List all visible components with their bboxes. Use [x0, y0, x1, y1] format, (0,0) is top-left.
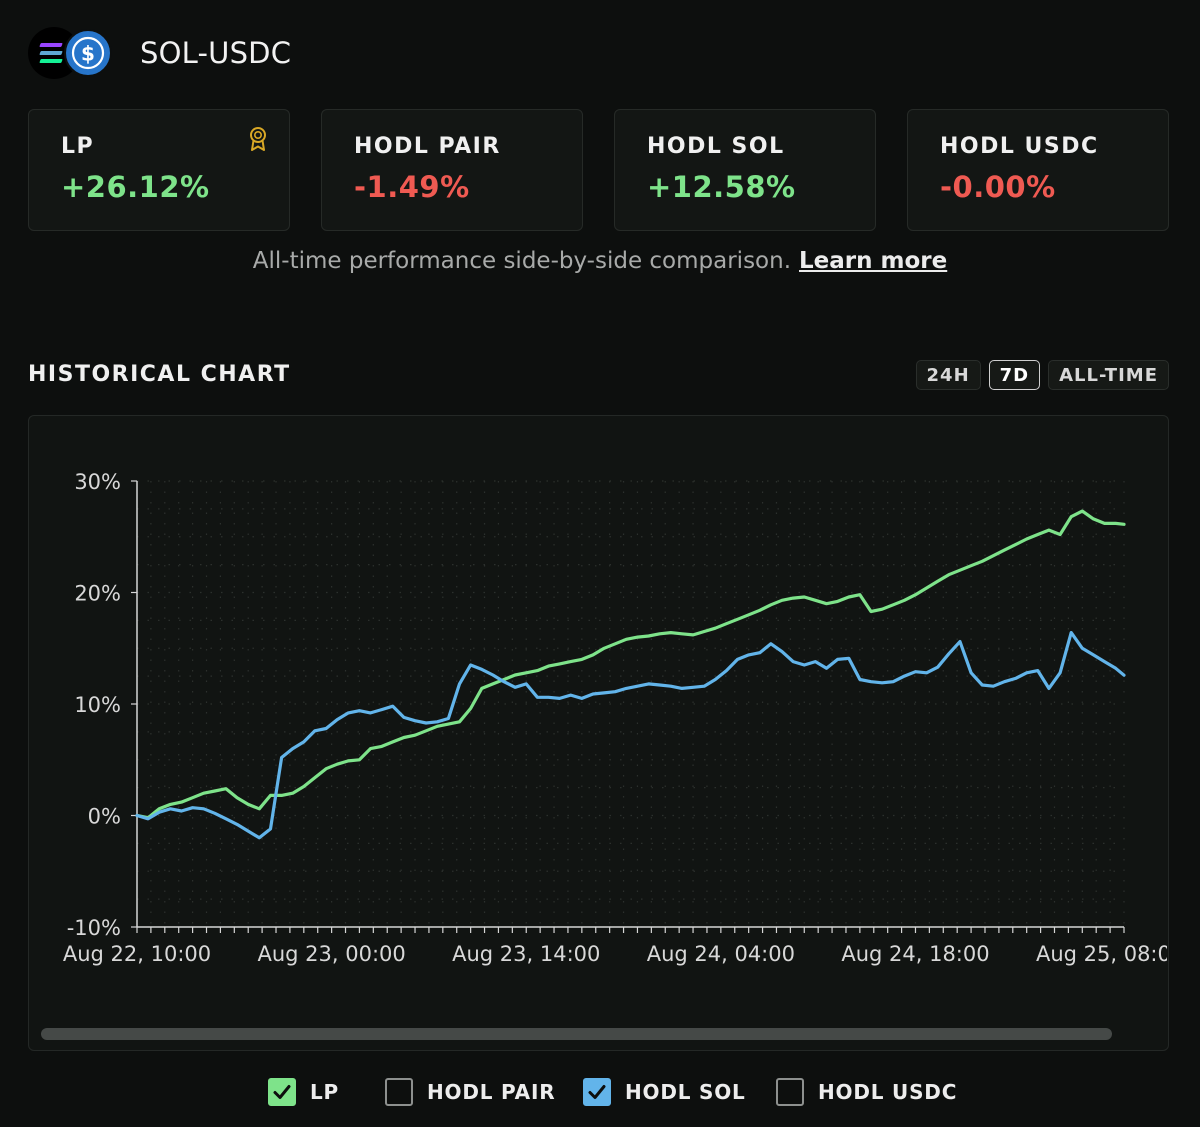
- chart-grid: [137, 480, 1125, 928]
- performance-cards: LP +26.12% HODL PAIR -1.49% HODL SOL +12…: [28, 109, 1169, 231]
- learn-more-link[interactable]: Learn more: [799, 248, 948, 274]
- chart-series: [135, 509, 1126, 840]
- card-label: HODL USDC: [940, 134, 1099, 159]
- card-value: +12.58%: [647, 170, 796, 204]
- card-hodl-sol: HODL SOL +12.58%: [614, 109, 876, 231]
- pool-header: $ SOL-USDC: [28, 27, 291, 79]
- chart-scrollbar[interactable]: [41, 1028, 1112, 1040]
- legend-item-lp[interactable]: LP: [268, 1078, 339, 1106]
- series-line-hodl-sol: [135, 631, 1126, 840]
- card-value: -1.49%: [354, 170, 470, 204]
- card-label: HODL SOL: [647, 134, 785, 159]
- legend-item-hodl-sol[interactable]: HODL SOL: [583, 1078, 746, 1106]
- range-7d-button[interactable]: 7D: [988, 360, 1041, 390]
- card-value: -0.00%: [940, 170, 1056, 204]
- x-tick-label: Aug 23, 00:00: [257, 942, 405, 966]
- check-icon: [588, 1085, 606, 1099]
- legend-item-hodl-pair[interactable]: HODL PAIR: [385, 1078, 555, 1106]
- page-title: SOL-USDC: [140, 36, 292, 70]
- historical-chart[interactable]: 30% 20% 10% 0% -10%Aug 22, 10:00 Aug 23, 00:0…: [29, 416, 1167, 1016]
- legend-label: LP: [310, 1080, 340, 1104]
- check-icon: [273, 1085, 291, 1099]
- x-tick-label: Aug 22, 10:00: [63, 942, 211, 966]
- usdc-dollar-symbol: $: [81, 42, 95, 66]
- legend-checkbox-lp[interactable]: [268, 1078, 296, 1106]
- award-badge-icon: [250, 127, 266, 151]
- legend-label: HODL PAIR: [427, 1080, 556, 1104]
- section-title: HISTORICAL CHART: [28, 362, 291, 387]
- chart-axes: [131, 480, 1125, 933]
- card-hodl-pair: HODL PAIR -1.49%: [321, 109, 583, 231]
- description-text: All-time performance side-by-side compar…: [252, 248, 792, 274]
- legend-checkbox-hodl-usdc[interactable]: [776, 1078, 804, 1106]
- performance-description: All-time performance side-by-side compar…: [0, 248, 1200, 274]
- x-tick-label: Aug 25, 08:00: [1036, 942, 1167, 966]
- chart-legend: LP HODL PAIR HODL SOL HODL USDC: [0, 1078, 1200, 1110]
- usdc-token-icon: $: [64, 29, 112, 77]
- series-line-lp: [135, 509, 1126, 820]
- range-selector: 24H 7D ALL-TIME: [915, 360, 1169, 390]
- card-lp: LP +26.12%: [28, 109, 290, 231]
- chart-panel: 30% 20% 10% 0% -10% Aug 22, 10:00 Aug 23, 00:0…: [28, 415, 1169, 1051]
- card-value: +26.12%: [61, 170, 210, 204]
- x-tick-label: Aug 24, 04:00: [647, 942, 795, 966]
- card-hodl-usdc: HODL USDC -0.00%: [907, 109, 1169, 231]
- y-tick-label: 20%: [74, 582, 121, 606]
- card-label: LP: [61, 134, 95, 159]
- legend-checkbox-hodl-sol[interactable]: [583, 1078, 611, 1106]
- legend-label: HODL USDC: [818, 1080, 958, 1104]
- y-tick-label: 10%: [74, 693, 121, 717]
- y-tick-label: 30%: [74, 470, 121, 494]
- legend-checkbox-hodl-pair[interactable]: [385, 1078, 413, 1106]
- legend-label: HODL SOL: [625, 1080, 746, 1104]
- y-tick-label: -10%: [67, 916, 121, 940]
- legend-item-hodl-usdc[interactable]: HODL USDC: [776, 1078, 957, 1106]
- range-24h-button[interactable]: 24H: [915, 360, 981, 390]
- pair-logo: $: [28, 27, 112, 79]
- x-tick-label: Aug 24, 18:00: [841, 942, 989, 966]
- y-tick-label: 0%: [88, 805, 121, 829]
- x-tick-label: Aug 23, 14:00: [452, 942, 600, 966]
- chart-tick-labels: 30% 20% 10% 0% -10%Aug 22, 10:00 Aug 23, 00:0…: [63, 470, 1167, 966]
- card-label: HODL PAIR: [354, 134, 501, 159]
- range-all-time-button[interactable]: ALL-TIME: [1048, 360, 1169, 390]
